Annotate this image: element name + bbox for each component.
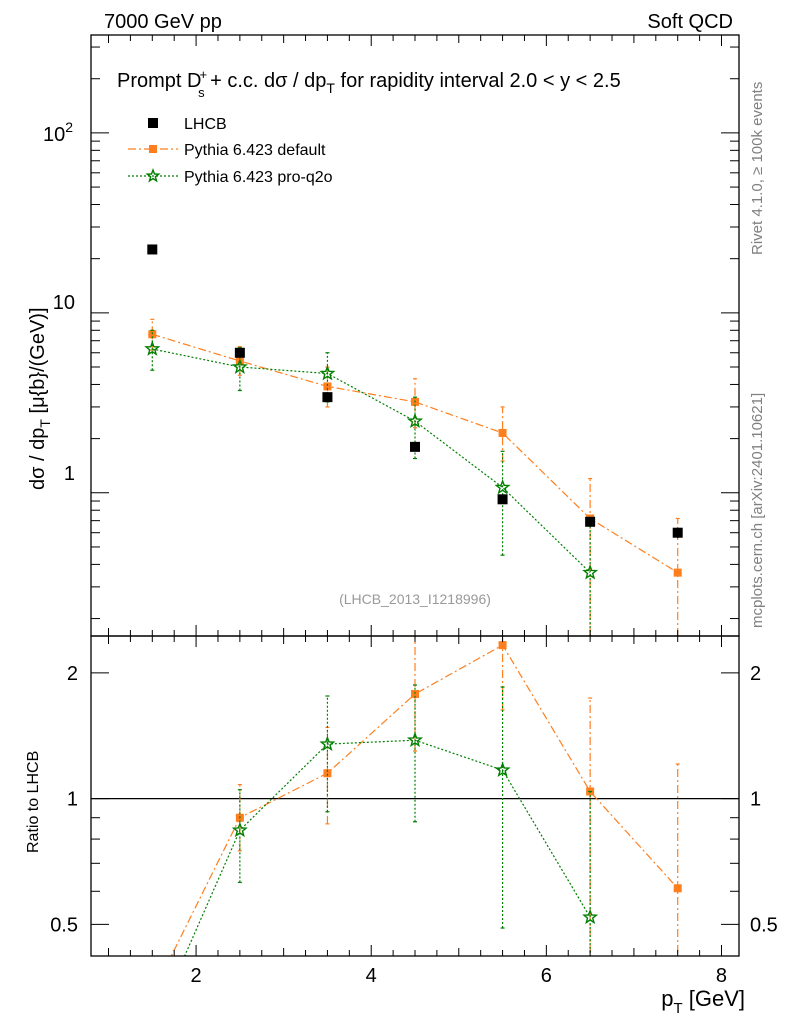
ratio-pythia-proq2o-point [231,821,248,838]
main-pythia-default-point [498,428,507,437]
main-pythia-proq2o-point [144,340,161,356]
y-tick-label-10: 10 [53,292,75,314]
ratio-y-axis-label: Ratio to LHCB [25,751,42,853]
ratio-plot-area [91,636,739,998]
x-axis-label: pT [GeV] [661,986,745,1017]
ratio-pythia-default-point [323,769,332,778]
main-lhcb-point [497,494,508,505]
ratio-y-tick-label: 0.5 [50,914,78,936]
plot-title: Prompt D+ s + c.c. dσ / dpT for rapidity … [117,67,621,100]
analysis-id-label: (LHCB_2013_I1218996) [339,591,491,607]
main-pythia-proq2o-point [319,364,336,381]
main-pythia-default-point [323,382,332,391]
ratio-y-tick-label: 1 [67,789,78,811]
legend-label-pythia-proq2o: Pythia 6.423 pro-q2o [184,169,333,186]
main-pythia-proq2o-point [582,564,599,580]
ratio-y-tick-label-right: 1 [750,789,761,811]
main-lhcb-point [322,392,333,403]
legend-label-lhcb: LHCB [184,116,227,133]
ratio-y-tick-label: 2 [67,663,78,685]
ratio-pythia-proq2o-point [494,761,511,778]
main-pythia-proq2o-point [406,412,424,429]
x-tick-label: 6 [541,965,552,987]
ratio-pythia-default-point [673,884,682,893]
ratio-y-tick-label-right: 0.5 [750,914,778,936]
legend: LHCB Pythia 6.423 default Pythia 6.423 p… [128,116,333,186]
main-lhcb-point [672,527,683,538]
x-tick-label: 4 [366,965,377,987]
legend-marker-pythia-proq2o [145,168,161,183]
main-lhcb-point [585,516,596,527]
x-tick-label: 8 [716,965,727,987]
mcplots-label: mcplots.cern.ch [arXiv:2401.10621] [749,393,766,628]
y-tick-label-1: 1 [64,463,75,485]
ratio-pythia-proq2o-point [406,731,424,748]
legend-marker-lhcb [148,118,158,128]
axes: 2 4 6 8 0.5 0.5 1 1 2 2 [50,34,778,987]
main-lhcb-point [147,244,158,255]
main-pythia-default-point [673,568,682,577]
main-y-axis-label: dσ / dpT [μ{b}/(GeV)] [27,307,53,490]
main-pythia-proq2o-point [494,478,511,495]
legend-label-pythia-default: Pythia 6.423 default [184,142,326,159]
main-plot-area [144,244,683,636]
rivet-version-label: Rivet 4.1.0, ≥ 100k events [749,82,766,255]
ratio-pythia-default-point [498,641,507,650]
y-tick-label-100: 102 [43,119,73,146]
ratio-pythia-default-point [411,689,419,698]
main-lhcb-point [234,347,245,358]
header-right: Soft QCD [647,11,733,33]
main-pythia-proq2o-line [152,348,591,574]
ratio-pythia-proq2o-point [582,908,599,925]
ratio-pythia-proq2o-point [319,735,336,752]
ratio-y-tick-label-right: 2 [750,663,761,685]
x-tick-label: 2 [191,965,202,987]
main-pythia-default-point [148,330,157,339]
header-left: 7000 GeV pp [104,11,222,33]
ratio-pythia-default-point [148,990,156,998]
main-lhcb-point [410,441,420,452]
main-pythia-proq2o-point [231,358,248,374]
ratio-pythia-proq2o-line [183,739,591,956]
legend-marker-pythia-default [149,145,157,153]
